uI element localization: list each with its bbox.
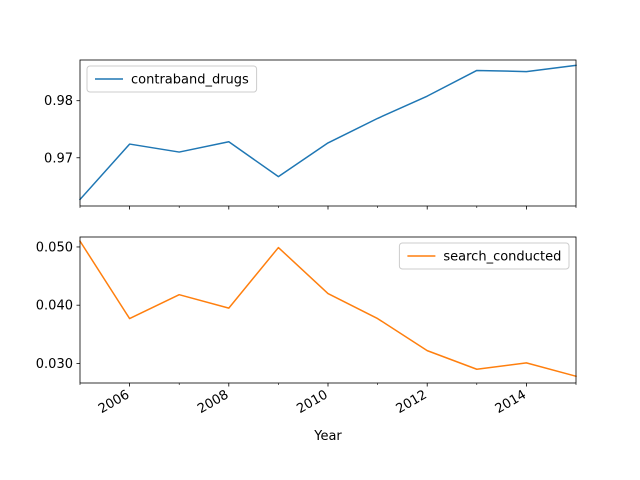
series-line-search_conducted — [78, 240, 577, 378]
top-subplot: 0.97 0.98 contraband_drugs — [44, 59, 577, 210]
x-axis-label: Year — [313, 429, 342, 444]
y-tick-label: 0.040 — [36, 299, 73, 314]
y-tick-label: 0.98 — [44, 94, 73, 109]
legend-box — [86, 65, 258, 93]
series-line-contraband_drugs — [78, 64, 577, 201]
legend: contraband_drugs — [86, 65, 258, 93]
y-tick-label: 0.97 — [44, 151, 73, 166]
legend-label: search_conducted — [443, 250, 561, 265]
legend-label: contraband_drugs — [131, 73, 249, 88]
y-tick-label: 0.050 — [36, 240, 73, 255]
legend: search_conducted — [398, 242, 570, 270]
y-tick-label: 0.030 — [36, 357, 73, 372]
legend-box — [398, 242, 570, 270]
